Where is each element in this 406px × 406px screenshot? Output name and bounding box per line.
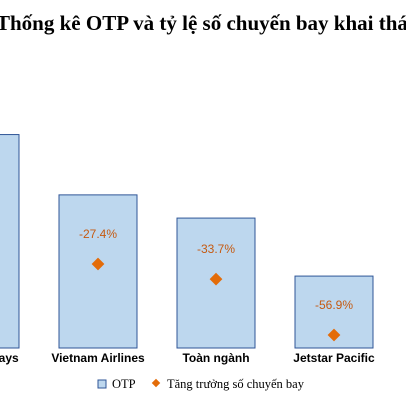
category-label: Jetstar Pacific — [293, 351, 375, 365]
legend-otp-swatch — [97, 379, 107, 389]
category-label: ways — [0, 351, 19, 365]
legend-otp-label: OTP — [112, 377, 136, 391]
legend: OTP Tăng trưởng số chuyến bay — [97, 377, 305, 391]
otp-bar — [58, 194, 138, 349]
category-labels: ways Vietnam Airlines Toàn ngành Jetstar Pa… — [0, 351, 375, 365]
legend-growth-label: Tăng trưởng số chuyến bay — [167, 377, 305, 391]
otp-bar — [0, 134, 20, 349]
growth-markers — [91, 257, 341, 342]
category-label: Vietnam Airlines — [51, 351, 145, 365]
chart-title: Thống kê OTP và tỷ lệ số chuyến bay khai… — [0, 11, 406, 35]
legend-growth-swatch — [151, 378, 161, 388]
growth-marker — [327, 328, 341, 342]
growth-marker — [91, 257, 105, 271]
growth-data-label: -27.4% — [79, 227, 117, 241]
growth-marker — [209, 272, 223, 286]
growth-data-label: -56.9% — [315, 298, 353, 312]
growth-data-label: -33.7% — [197, 242, 235, 256]
growth-data-labels: -27.4% -33.7% -56.9% — [79, 227, 353, 312]
category-label: Toàn ngành — [182, 351, 249, 365]
otp-bars — [0, 134, 374, 349]
